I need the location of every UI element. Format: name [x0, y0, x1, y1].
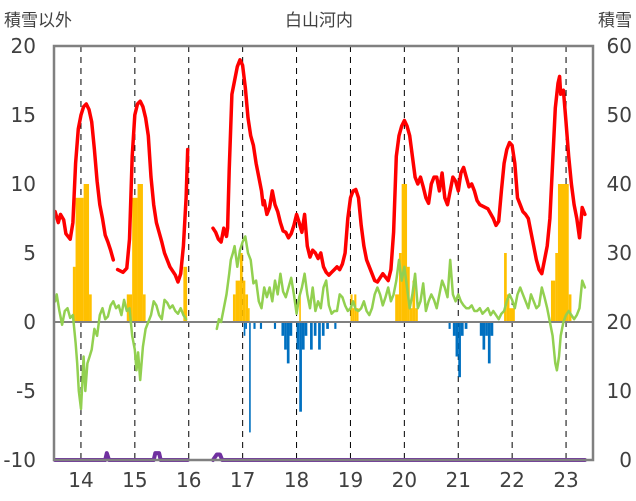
blue-bar-21: [452, 322, 456, 336]
blue-bar-28: [485, 322, 488, 336]
orange-bar-2: [83, 184, 90, 322]
left-tick-label: 0: [23, 310, 36, 334]
blue-bar-10: [296, 322, 300, 350]
blue-bar-26: [479, 322, 483, 336]
left-axis-label: 積雪以外: [4, 11, 72, 31]
right-tick-label: 30: [607, 241, 632, 265]
red-line-segment-0: [53, 102, 116, 262]
blue-bar-5: [273, 322, 277, 329]
x-tick-label: 14: [68, 468, 93, 492]
blue-bar-17: [321, 322, 325, 336]
orange-bar-6: [137, 184, 143, 322]
blue-bar-18: [326, 322, 329, 329]
x-tick-label: 15: [122, 468, 147, 492]
orange-bar-30: [550, 280, 556, 322]
green-line-segment-1: [215, 235, 587, 372]
x-tick-label: 21: [446, 468, 471, 492]
blue-bar-9: [289, 322, 293, 336]
right-tick-label: 50: [607, 103, 632, 127]
orange-bar-31: [555, 253, 558, 322]
blue-bar-6: [281, 322, 285, 336]
left-tick-label: 20: [11, 34, 36, 58]
blue-bars: [243, 322, 494, 433]
right-tick-label: 40: [607, 172, 632, 196]
blue-bar-1: [245, 322, 247, 329]
right-tick-label: 20: [607, 310, 632, 334]
orange-bar-27: [504, 253, 507, 322]
orange-bar-17: [352, 308, 355, 322]
right-tick-label: 0: [619, 448, 632, 472]
blue-bar-2: [249, 322, 251, 433]
orange-bar-13: [245, 294, 249, 322]
blue-bar-30: [490, 322, 494, 336]
orange-bar-26: [415, 308, 418, 322]
orange-bar-12: [242, 280, 246, 322]
blue-bar-13: [304, 322, 308, 336]
blue-bar-16: [318, 322, 321, 350]
orange-bar-1: [75, 197, 84, 322]
red-line-segment-1: [115, 99, 190, 284]
orange-bar-22: [401, 184, 408, 322]
left-tick-label: 10: [11, 172, 36, 196]
orange-bar-15: [299, 294, 301, 322]
orange-bar-29: [509, 308, 515, 322]
orange-bar-14: [248, 308, 250, 322]
blue-bar-27: [482, 322, 486, 350]
blue-bar-14: [310, 322, 313, 350]
green-line-segment-0: [53, 293, 188, 411]
left-tick-label: 15: [11, 103, 36, 127]
blue-bar-25: [464, 322, 468, 329]
orange-bar-11: [239, 253, 243, 322]
left-tick-label: -5: [16, 379, 36, 403]
x-tick-label: 19: [338, 468, 363, 492]
left-axis-ticks: 20 15 10 5 0 -5 -10: [3, 34, 36, 472]
right-axis-label: 積雪: [598, 11, 632, 31]
x-axis-ticks: 14 15 16 17 18 19 20 21 22 23: [68, 468, 579, 492]
x-tick-label: 16: [176, 468, 201, 492]
left-tick-label: -10: [3, 448, 36, 472]
orange-bar-21: [398, 253, 402, 322]
orange-bar-19: [356, 308, 359, 322]
blue-bar-11: [299, 322, 302, 412]
blue-bar-23: [458, 322, 461, 378]
orange-bar-24: [409, 308, 413, 322]
orange-bar-9: [232, 294, 236, 322]
right-tick-label: 60: [607, 34, 632, 58]
orange-bar-7: [142, 294, 146, 322]
x-tick-label: 17: [230, 468, 255, 492]
left-tick-label: 5: [23, 241, 36, 265]
right-axis-ticks: 60 50 40 30 20 10 0: [607, 34, 632, 472]
orange-bar-0: [72, 266, 76, 322]
blue-bar-29: [487, 322, 491, 364]
blue-bar-7: [284, 322, 287, 350]
blue-bar-4: [259, 322, 263, 329]
blue-bar-15: [313, 322, 317, 336]
blue-bar-19: [334, 322, 337, 329]
blue-bar-8: [286, 322, 290, 364]
orange-bar-3: [89, 294, 92, 322]
x-tick-label: 20: [392, 468, 417, 492]
x-tick-label: 22: [499, 468, 524, 492]
x-tick-label: 18: [284, 468, 309, 492]
blue-bar-3: [253, 322, 256, 329]
blue-bar-24: [460, 322, 464, 336]
chart-title: 白山河内: [285, 11, 353, 31]
orange-bar-5: [132, 197, 138, 322]
orange-bar-32: [557, 184, 569, 322]
x-tick-label: 23: [553, 468, 578, 492]
orange-bar-25: [412, 280, 416, 322]
orange-bar-10: [235, 280, 240, 322]
blue-bar-20: [448, 322, 451, 329]
plot-border: [52, 44, 595, 462]
blue-bar-12: [301, 322, 305, 350]
blue-bar-22: [455, 322, 459, 357]
blue-bar-0: [243, 322, 246, 336]
right-tick-label: 10: [607, 379, 632, 403]
orange-bar-33: [568, 294, 572, 322]
red-line-segment-2: [211, 58, 587, 284]
orange-bar-20: [395, 294, 399, 322]
orange-bar-8: [183, 266, 188, 322]
orange-bar-28: [506, 294, 510, 322]
